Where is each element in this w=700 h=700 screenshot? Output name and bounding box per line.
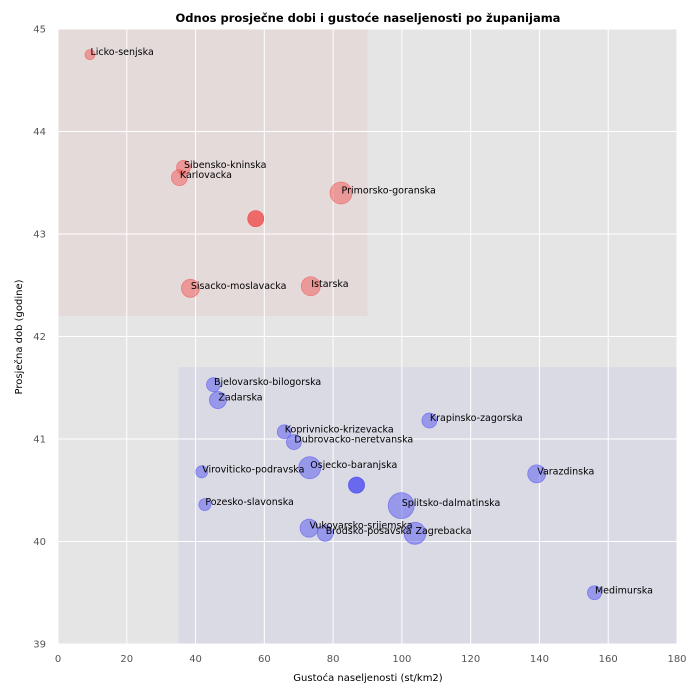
- y-tick-label: 39: [33, 640, 46, 651]
- chart-title: Odnos prosječne dobi i gustoće naseljeno…: [176, 11, 561, 25]
- point-label: Sisacko-moslavacka: [191, 281, 287, 292]
- point-label: Brodsko-posavska: [326, 526, 412, 537]
- data-point: [198, 498, 212, 512]
- x-tick-label: 80: [327, 654, 340, 665]
- data-point: [298, 456, 322, 480]
- point-label: Krapinsko-zagorska: [430, 413, 523, 424]
- point-label: Licko-senjska: [90, 47, 153, 58]
- point-label: Sibensko-kninska: [184, 160, 266, 171]
- data-point: [180, 278, 200, 298]
- data-point: [587, 585, 602, 601]
- data-point: [387, 492, 415, 520]
- y-tick-label: 45: [33, 25, 46, 36]
- data-point: [276, 424, 292, 440]
- data-point: [527, 464, 547, 484]
- data-point: [329, 181, 353, 205]
- data-point: [84, 49, 96, 61]
- data-point: [195, 465, 209, 479]
- tick-labels: 0 20 40 60 80 100 120 140 160 180 39 40 41 42 43 44 45: [33, 25, 686, 666]
- cluster-centroid: [348, 476, 365, 494]
- point-label: Dubrovacko-neretvanska: [294, 435, 413, 446]
- x-tick-label: 60: [258, 654, 271, 665]
- point-label: Medimurska: [595, 585, 653, 596]
- y-tick-label: 42: [33, 332, 46, 343]
- point-label: Zagrebacka: [415, 526, 471, 537]
- y-tick-label: 43: [33, 230, 46, 241]
- point-label: Varazdinska: [537, 466, 594, 477]
- point-label: Pozesko-slavonska: [205, 497, 294, 508]
- point-label: Zadarska: [218, 393, 262, 404]
- data-point: [421, 412, 438, 429]
- data-point: [209, 391, 227, 409]
- x-tick-label: 120: [461, 654, 480, 665]
- data-point: [170, 169, 188, 187]
- point-label: Viroviticko-podravska: [202, 464, 304, 475]
- point-label: Koprivnicko-krizevacka: [285, 424, 394, 435]
- x-tick-label: 40: [189, 654, 202, 665]
- point-label: Vukovarsko-srijemska: [310, 521, 413, 532]
- point-label: Osjecko-baranjska: [310, 460, 397, 471]
- point-label: Splitsko-dalmatinska: [402, 498, 501, 509]
- data-point: [286, 434, 302, 450]
- x-tick-label: 180: [667, 654, 686, 665]
- x-axis-label: Gustoća naseljenosti (st/km2): [293, 672, 443, 684]
- x-tick-label: 20: [120, 654, 133, 665]
- cluster-centroid: [247, 210, 265, 228]
- point-label: Karlovacka: [180, 170, 232, 181]
- y-tick-label: 40: [33, 537, 46, 548]
- x-tick-label: 100: [392, 654, 411, 665]
- point-label: Primorsko-goranska: [342, 186, 436, 197]
- point-label: Istarska: [311, 279, 348, 290]
- cluster-region-1: [58, 29, 368, 316]
- data-point: [300, 276, 321, 297]
- data-point: [403, 521, 427, 545]
- x-tick-label: 160: [599, 654, 618, 665]
- data-point: [316, 524, 334, 542]
- x-tick-label: 0: [55, 654, 61, 665]
- data-point: [299, 518, 319, 538]
- y-axis-label: Prosječna dob (godine): [13, 279, 25, 394]
- point-label: Bjelovarsko-bilogorska: [214, 377, 321, 388]
- y-tick-label: 44: [33, 127, 46, 138]
- y-tick-label: 41: [33, 435, 46, 446]
- x-tick-label: 140: [530, 654, 549, 665]
- grid-lines: [57, 28, 678, 645]
- data-point: [206, 377, 221, 393]
- data-points: [84, 49, 602, 601]
